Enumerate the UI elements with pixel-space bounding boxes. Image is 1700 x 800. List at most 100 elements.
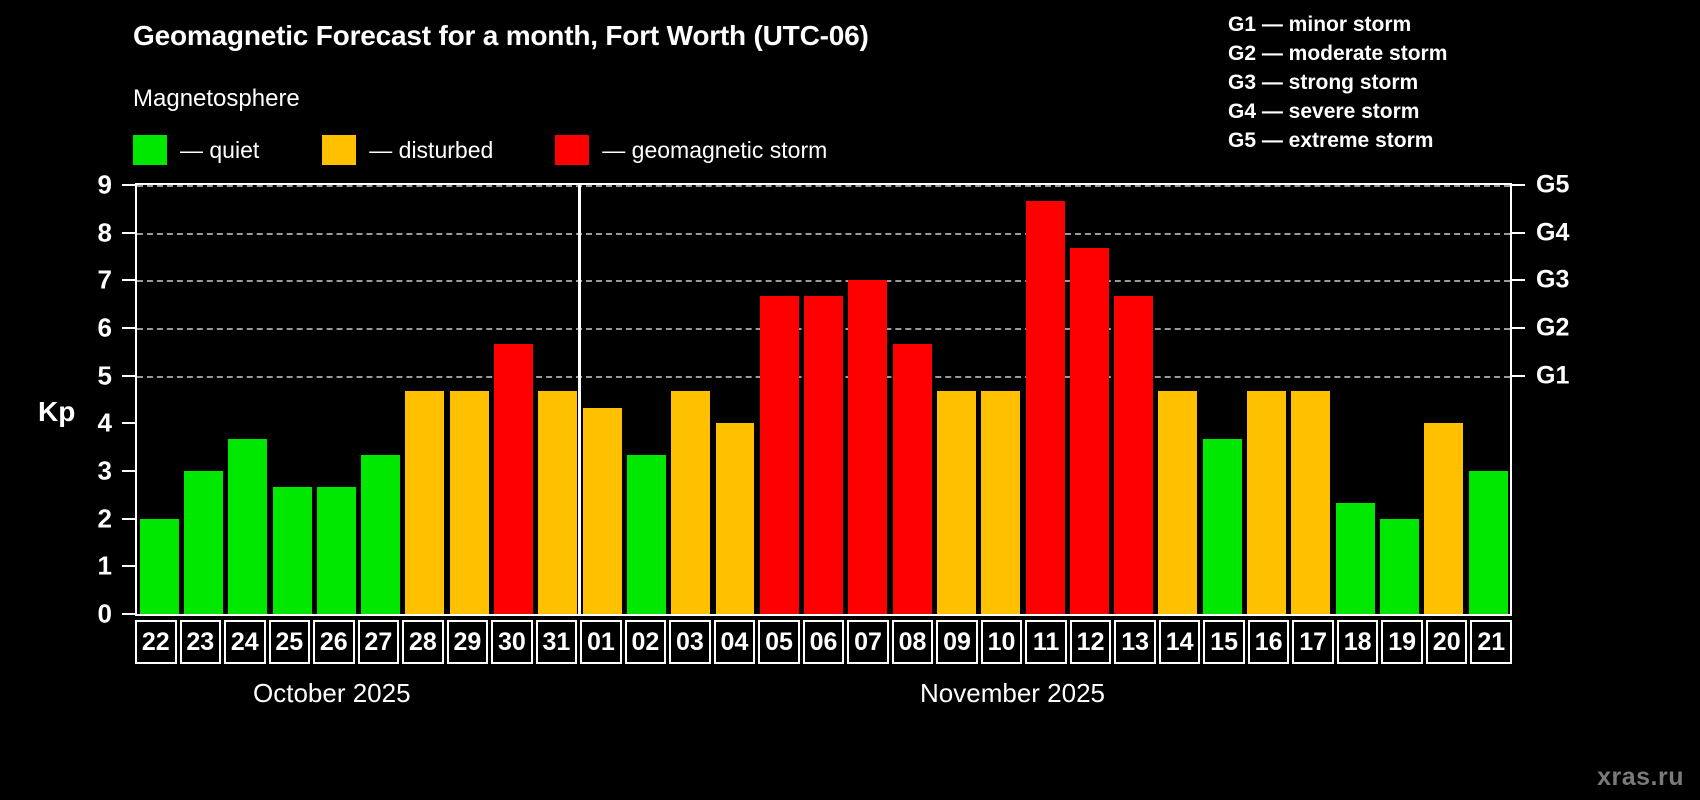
- y-tick-label-3: 3: [97, 455, 112, 486]
- date-cell-22[interactable]: 22: [135, 620, 177, 664]
- y-tick-label-7: 7: [97, 264, 112, 295]
- date-cell-24[interactable]: 24: [224, 620, 266, 664]
- bar-03[interactable]: [671, 391, 711, 614]
- quiet-color-swatch: [133, 135, 167, 165]
- bar-08[interactable]: [892, 343, 932, 614]
- bar-slot: [314, 185, 358, 614]
- y-tick-label-8: 8: [97, 217, 112, 248]
- month-divider: [578, 183, 582, 616]
- date-cell-20[interactable]: 20: [1425, 620, 1468, 664]
- y-axis-title: Kp: [38, 396, 76, 427]
- g-tick-mark-g2: [1512, 327, 1525, 329]
- date-cell-19[interactable]: 19: [1381, 620, 1423, 664]
- date-cell-31[interactable]: 31: [535, 620, 578, 664]
- bar-24[interactable]: [228, 439, 268, 614]
- bar-02[interactable]: [626, 455, 666, 614]
- bar-slot: [624, 185, 668, 614]
- bar-slot: [1289, 185, 1333, 614]
- bar-26[interactable]: [316, 486, 356, 614]
- date-cell-27[interactable]: 27: [357, 620, 400, 664]
- bar-14[interactable]: [1158, 391, 1198, 614]
- date-cell-15[interactable]: 15: [1203, 620, 1245, 664]
- date-cell-18[interactable]: 18: [1336, 620, 1379, 664]
- date-cell-05[interactable]: 05: [758, 620, 800, 664]
- bar-13[interactable]: [1114, 296, 1154, 614]
- legend-item-storm: — geomagnetic storm: [555, 135, 827, 165]
- bar-21[interactable]: [1468, 471, 1508, 614]
- bar-22[interactable]: [139, 518, 179, 614]
- storm-color-swatch: [555, 135, 590, 165]
- y-tick-mark-3: [122, 470, 135, 472]
- date-cell-17[interactable]: 17: [1292, 620, 1334, 664]
- bar-slot: [1377, 185, 1421, 614]
- bar-slot: [846, 185, 890, 614]
- date-cell-25[interactable]: 25: [268, 620, 311, 664]
- magnetosphere-heading: Magnetosphere: [133, 85, 300, 112]
- plot-inner: [137, 183, 1510, 616]
- bar-17[interactable]: [1291, 391, 1331, 614]
- date-cell-21[interactable]: 21: [1470, 620, 1512, 664]
- bar-19[interactable]: [1379, 518, 1419, 614]
- date-axis: 22 23 24 25 26 27 28 29 30 31 01 02 03 04 05 06 07 08 09 10…: [135, 620, 1512, 664]
- date-cell-12[interactable]: 12: [1069, 620, 1112, 664]
- bar-07[interactable]: [848, 280, 888, 614]
- date-cell-06[interactable]: 06: [802, 620, 845, 664]
- bar-27[interactable]: [361, 455, 401, 614]
- date-cell-16[interactable]: 16: [1247, 620, 1290, 664]
- date-cell-03[interactable]: 03: [669, 620, 711, 664]
- bar-slot: [580, 185, 624, 614]
- date-cell-07[interactable]: 07: [847, 620, 889, 664]
- date-cell-10[interactable]: 10: [980, 620, 1023, 664]
- bar-30[interactable]: [494, 343, 533, 614]
- bar-31[interactable]: [538, 391, 578, 614]
- bar-23[interactable]: [183, 471, 223, 614]
- date-cell-13[interactable]: 13: [1114, 620, 1156, 664]
- y-tick-label-6: 6: [97, 312, 112, 343]
- g-legend-row-g2: G2 — moderate storm: [1228, 42, 1448, 65]
- bar-18[interactable]: [1335, 502, 1375, 614]
- bar-11[interactable]: [1025, 200, 1065, 614]
- date-cell-28[interactable]: 28: [402, 620, 444, 664]
- bar-slot: [1200, 185, 1244, 614]
- g-legend-row-g4: G4 — severe storm: [1228, 100, 1420, 123]
- bar-25[interactable]: [272, 486, 312, 614]
- date-cell-11[interactable]: 11: [1025, 620, 1067, 664]
- bar-slot: [226, 185, 270, 614]
- bar-slot: [1067, 185, 1111, 614]
- bar-12[interactable]: [1069, 248, 1109, 614]
- date-cell-02[interactable]: 02: [624, 620, 667, 664]
- y-axis-g-scale: G1 G2 G3 G4 G5: [1512, 171, 1700, 616]
- date-cell-08[interactable]: 08: [891, 620, 934, 664]
- disturbed-color-swatch: [322, 135, 357, 165]
- bar-slot: [137, 185, 181, 614]
- g-tick-label-g5: G5: [1536, 170, 1570, 199]
- bar-09[interactable]: [937, 391, 976, 614]
- g-legend-row-g1: G1 — minor storm: [1228, 13, 1412, 36]
- y-tick-label-0: 0: [97, 598, 112, 629]
- y-tick-mark-2: [122, 517, 135, 520]
- bar-16[interactable]: [1247, 391, 1287, 614]
- y-tick-label-9: 9: [97, 169, 112, 200]
- bar-04[interactable]: [715, 423, 755, 614]
- date-cell-14[interactable]: 14: [1158, 620, 1201, 664]
- bar-10[interactable]: [981, 391, 1021, 614]
- g-tick-mark-g1: [1512, 374, 1525, 377]
- bar-slot: [403, 185, 447, 614]
- bar-05[interactable]: [759, 296, 799, 614]
- bar-06[interactable]: [804, 296, 844, 614]
- date-cell-30[interactable]: 30: [491, 620, 533, 664]
- date-cell-23[interactable]: 23: [179, 620, 222, 664]
- date-cell-29[interactable]: 29: [446, 620, 489, 664]
- date-cell-26[interactable]: 26: [313, 620, 355, 664]
- bar-01[interactable]: [582, 407, 622, 614]
- bar-slot: [270, 185, 314, 614]
- bar-20[interactable]: [1424, 423, 1464, 614]
- bar-slot: [713, 185, 757, 614]
- bar-15[interactable]: [1202, 439, 1242, 614]
- bar-29[interactable]: [449, 391, 489, 614]
- date-cell-01[interactable]: 01: [580, 620, 622, 664]
- bar-series: [137, 185, 1510, 614]
- date-cell-09[interactable]: 09: [936, 620, 978, 664]
- bar-28[interactable]: [405, 391, 445, 614]
- date-cell-04[interactable]: 04: [713, 620, 756, 664]
